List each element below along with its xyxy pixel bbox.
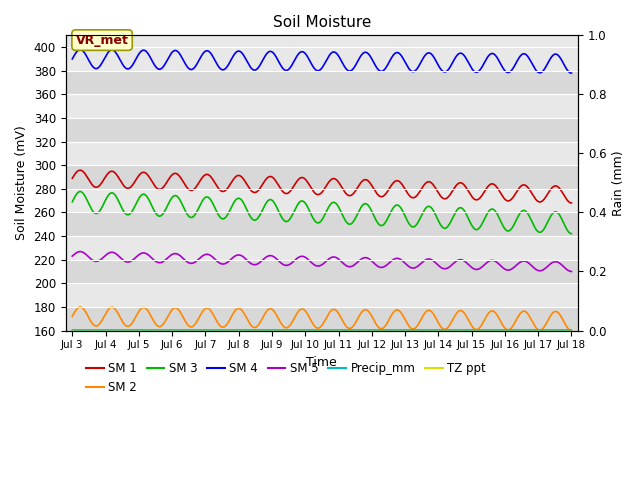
Legend: SM 1, SM 2, SM 3, SM 4, SM 5, Precip_mm, TZ ppt: SM 1, SM 2, SM 3, SM 4, SM 5, Precip_mm,… — [81, 357, 491, 398]
Bar — [66, 260, 578, 283]
Text: VR_met: VR_met — [76, 34, 129, 47]
Bar — [66, 213, 578, 236]
Bar — [66, 307, 578, 331]
Bar — [66, 165, 578, 189]
Bar — [66, 142, 578, 165]
Bar — [66, 47, 578, 71]
Bar — [66, 118, 578, 142]
X-axis label: Time: Time — [307, 356, 337, 369]
Title: Soil Moisture: Soil Moisture — [273, 15, 371, 30]
Bar — [66, 283, 578, 307]
Bar — [66, 236, 578, 260]
Y-axis label: Rain (mm): Rain (mm) — [612, 150, 625, 216]
Bar — [66, 189, 578, 213]
Y-axis label: Soil Moisture (mV): Soil Moisture (mV) — [15, 126, 28, 240]
Bar — [66, 95, 578, 118]
Bar — [66, 71, 578, 95]
